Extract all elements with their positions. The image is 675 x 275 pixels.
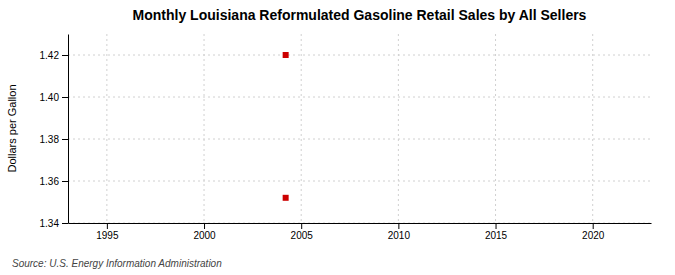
x-tick: 2010 [388, 223, 411, 241]
plot-area: 1995 2000 2005 2010 2015 2020 1.34 1.36 1.38 1.40… [40, 34, 652, 241]
grid-line-x [106, 34, 107, 223]
y-axis: 1.34 1.36 1.38 1.40 1.42 [40, 35, 69, 229]
y-tick: 1.38 [40, 134, 68, 145]
x-tick: 1995 [96, 223, 119, 241]
y-tick-label: 1.40 [40, 92, 60, 103]
x-tick-mark [496, 223, 497, 229]
source-note: Source: U.S. Energy Information Administ… [12, 258, 222, 269]
x-tick-label: 2010 [388, 230, 411, 241]
grid-line-x [301, 34, 302, 223]
y-tick: 1.40 [40, 92, 68, 103]
y-tick-mark [62, 97, 68, 98]
y-axis-line [68, 35, 69, 224]
y-tick-label: 1.42 [40, 50, 60, 61]
y-tick-mark [62, 223, 68, 224]
y-tick-mark [62, 55, 68, 56]
grid [68, 34, 651, 223]
chart-svg: 1995 2000 2005 2010 2015 2020 1.34 1.36 1.38 1.40… [0, 0, 675, 275]
grid-line-x [592, 34, 593, 223]
grid-line-y [68, 223, 651, 224]
x-tick-mark [398, 223, 399, 229]
grid-line-y [68, 139, 651, 140]
grid-line-y [68, 55, 651, 56]
y-tick-mark [62, 139, 68, 140]
x-tick-mark [107, 223, 108, 229]
y-tick-mark [62, 181, 68, 182]
x-axis-line [69, 223, 652, 224]
y-tick: 1.34 [40, 218, 68, 229]
grid-line-y [68, 97, 651, 98]
x-tick: 2000 [193, 223, 216, 241]
y-tick-label: 1.38 [40, 134, 60, 145]
y-tick: 1.36 [40, 176, 68, 187]
x-tick-mark [204, 223, 205, 229]
chart-title: Monthly Louisiana Reformulated Gasoline … [133, 7, 587, 23]
x-tick-label: 1995 [96, 230, 119, 241]
y-axis-title: Dollars per Gallon [6, 84, 18, 172]
x-tick: 2020 [582, 223, 605, 241]
y-tick: 1.42 [40, 50, 68, 61]
grid-line-x [398, 34, 399, 223]
x-tick: 2005 [291, 223, 314, 241]
grid-line-x [204, 34, 205, 223]
y-tick-label: 1.36 [40, 176, 60, 187]
data-point [283, 195, 289, 201]
grid-line-x [495, 34, 496, 223]
data-point [283, 52, 289, 58]
grid-line-y [68, 181, 651, 182]
x-tick-mark [301, 223, 302, 229]
x-tick-mark [593, 223, 594, 229]
y-tick-label: 1.34 [40, 218, 60, 229]
x-tick: 2015 [485, 223, 508, 241]
x-tick-label: 2015 [485, 230, 508, 241]
points [283, 52, 289, 201]
x-tick-label: 2005 [291, 230, 314, 241]
x-tick-label: 2000 [193, 230, 216, 241]
x-tick-label: 2020 [582, 230, 605, 241]
chart-container: 1995 2000 2005 2010 2015 2020 1.34 1.36 1.38 1.40… [0, 0, 675, 275]
x-axis: 1995 2000 2005 2010 2015 2020 [69, 223, 652, 241]
